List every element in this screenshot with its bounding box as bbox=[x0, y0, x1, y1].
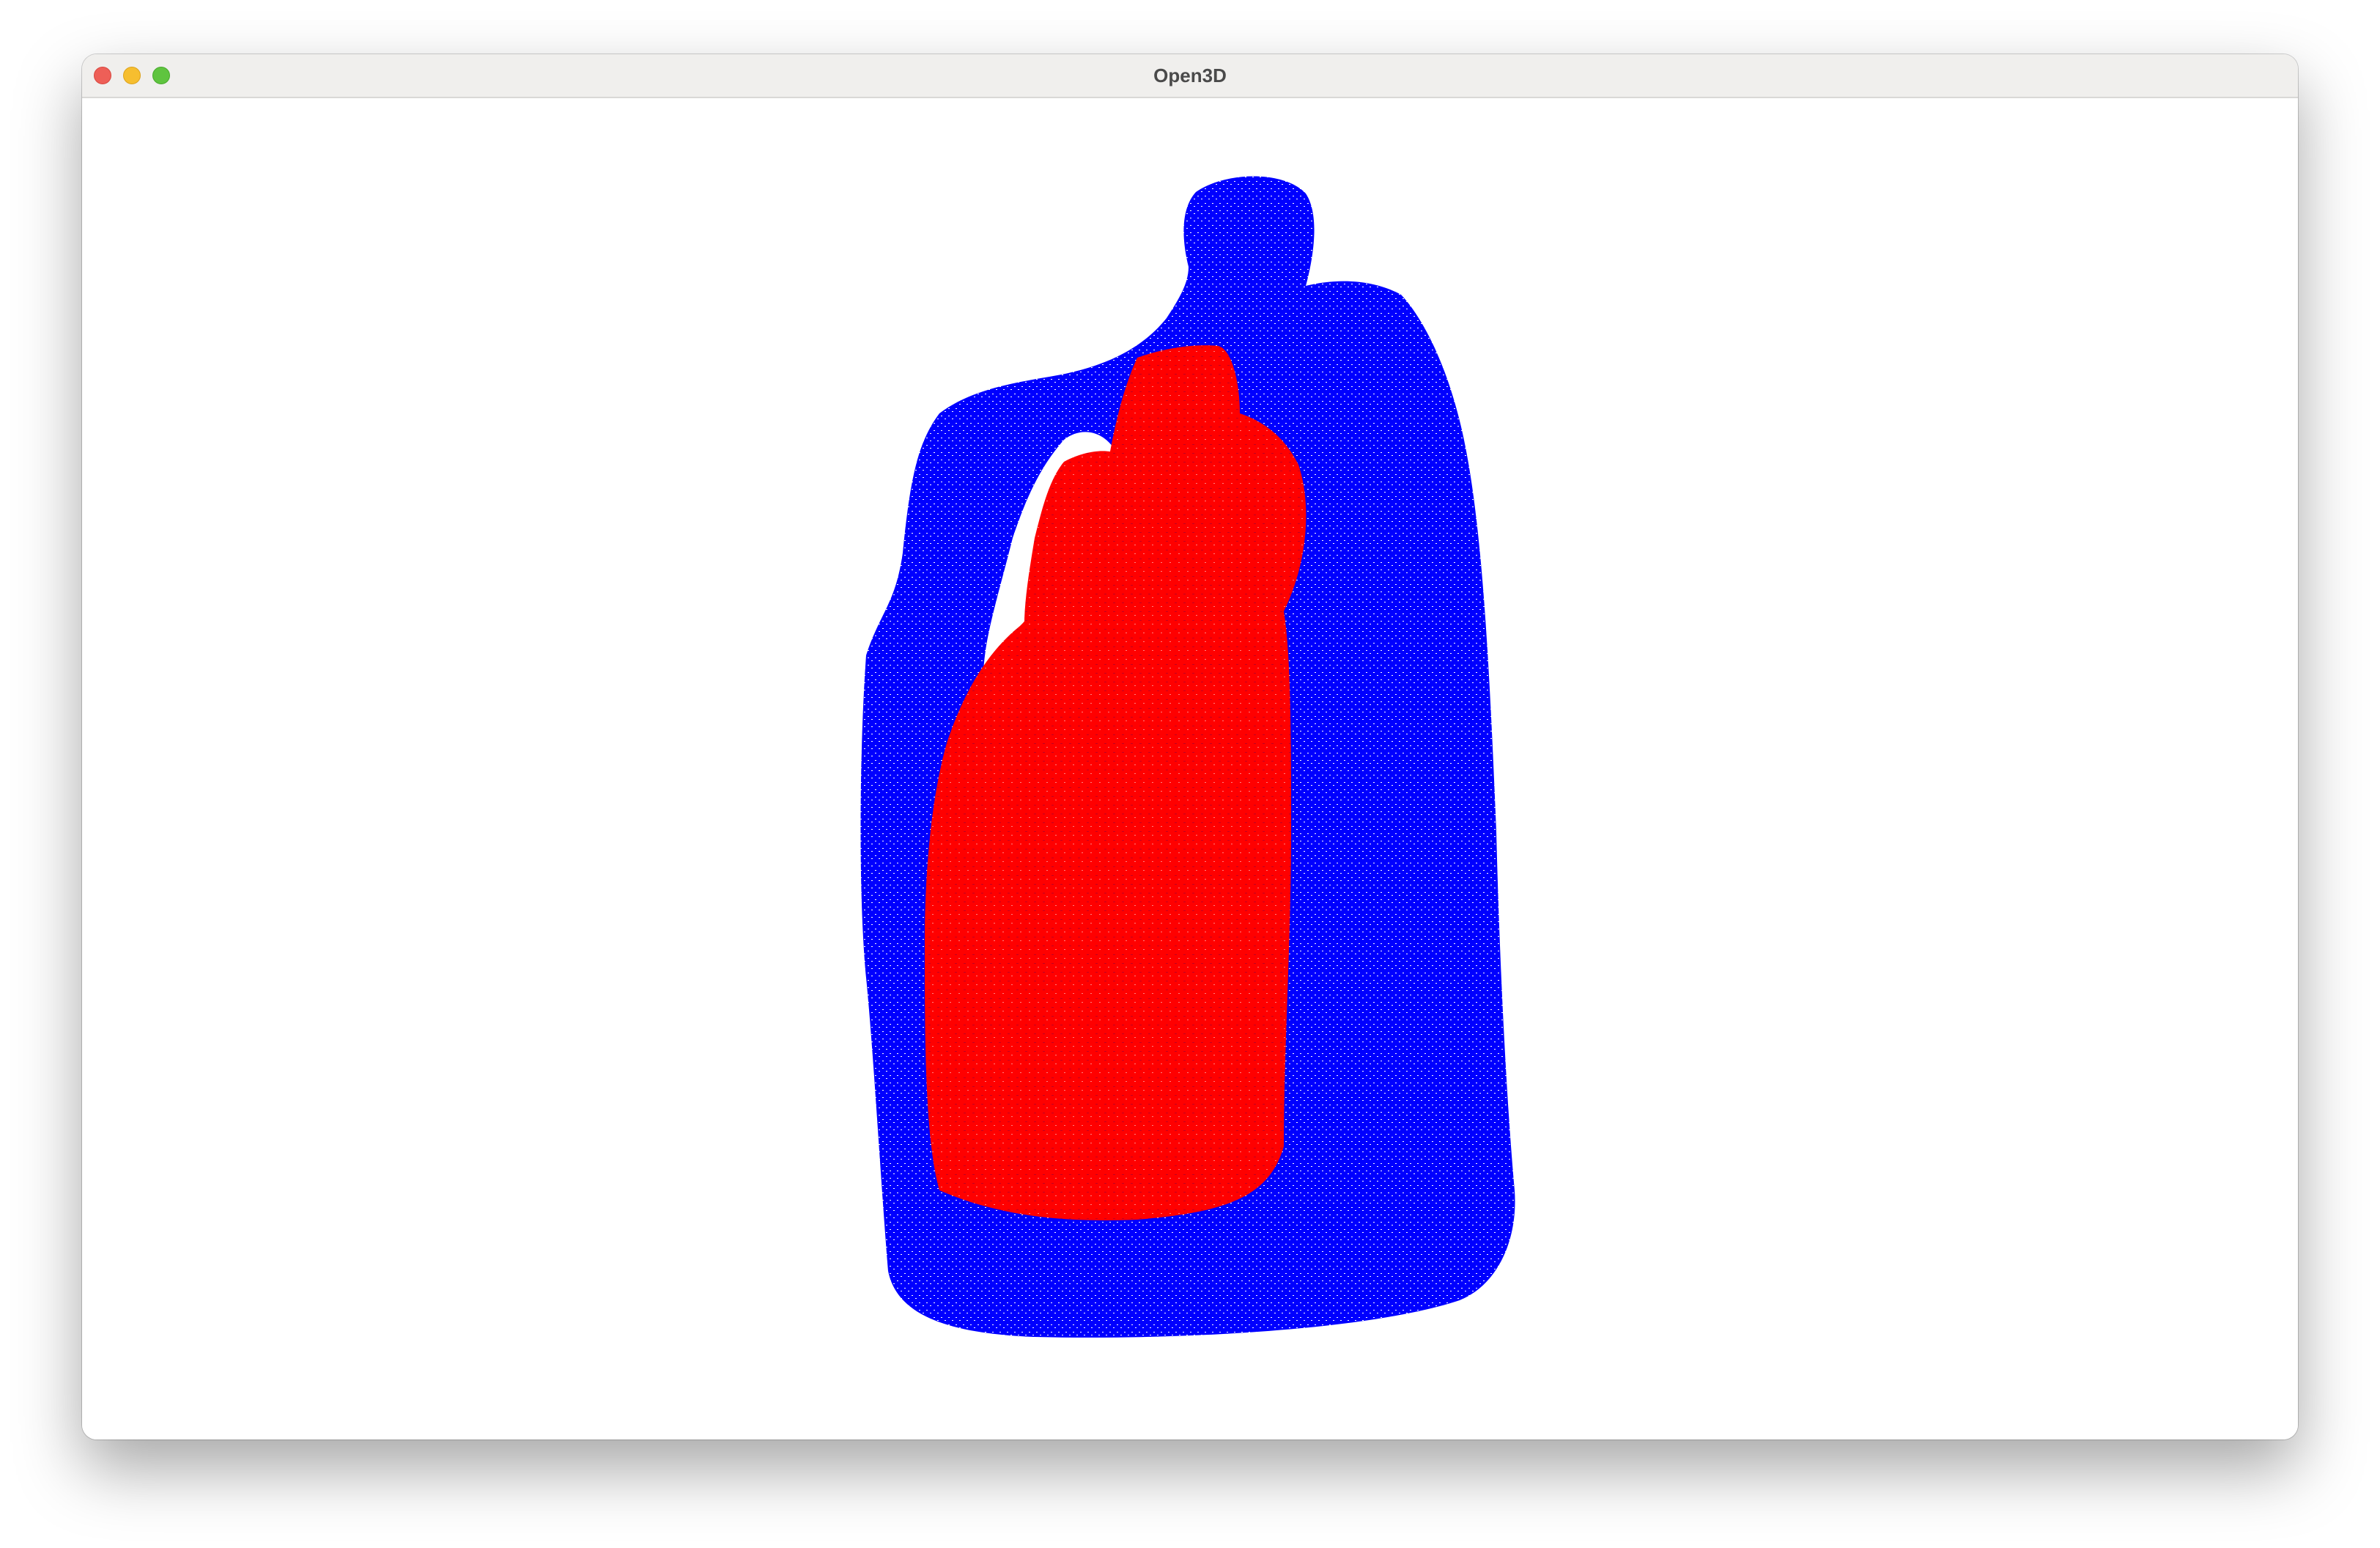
3d-viewport[interactable] bbox=[82, 98, 2298, 1440]
close-button[interactable] bbox=[94, 67, 111, 84]
title-bar[interactable]: Open3D bbox=[82, 54, 2298, 98]
zoom-button[interactable] bbox=[152, 67, 170, 84]
inner-point-cloud bbox=[925, 345, 1307, 1220]
window-title: Open3D bbox=[1153, 64, 1227, 86]
app-window: Open3D bbox=[82, 54, 2298, 1440]
point-cloud-canvas[interactable] bbox=[82, 98, 2298, 1440]
minimize-button[interactable] bbox=[123, 67, 141, 84]
